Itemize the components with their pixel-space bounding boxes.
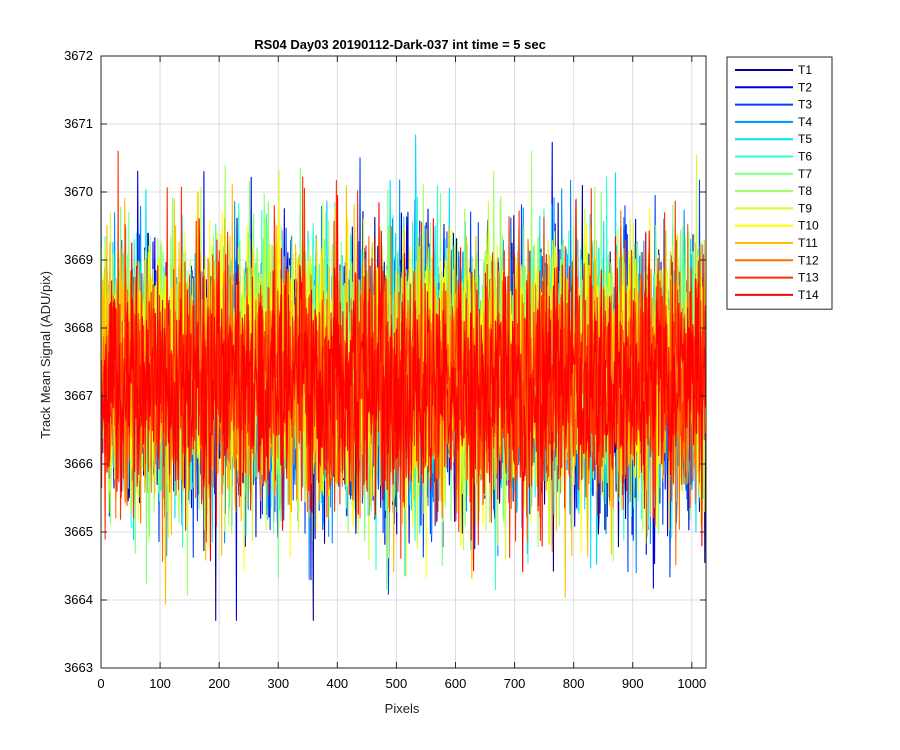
- x-tick-label: 500: [386, 676, 408, 691]
- x-tick-label: 900: [622, 676, 644, 691]
- x-tick-label: 300: [267, 676, 289, 691]
- legend-label-t2: T2: [798, 80, 812, 94]
- x-tick-label: 100: [149, 676, 171, 691]
- y-tick-label: 3667: [64, 388, 93, 403]
- chart-title: RS04 Day03 20190112-Dark-037 int time = …: [254, 37, 546, 52]
- y-tick-label: 3672: [64, 48, 93, 63]
- x-tick-label: 1000: [677, 676, 706, 691]
- x-axis-label: Pixels: [385, 701, 420, 716]
- y-tick-label: 3666: [64, 456, 93, 471]
- x-tick-label: 800: [563, 676, 585, 691]
- axes-box: [100, 55, 707, 669]
- legend-label-t13: T13: [798, 271, 819, 285]
- x-tick-label: 600: [445, 676, 467, 691]
- legend-label-t5: T5: [798, 132, 812, 146]
- legend-label-t4: T4: [798, 115, 812, 129]
- legend-label-t12: T12: [798, 253, 819, 267]
- series-line-t14: [100, 195, 707, 573]
- legend-label-t8: T8: [798, 184, 812, 198]
- y-axis-label: Track Mean Signal (ADU/pix): [38, 271, 53, 439]
- x-tick-label: 200: [208, 676, 230, 691]
- y-tick-label: 3670: [64, 184, 93, 199]
- y-tick-label: 3664: [64, 592, 93, 607]
- legend-label-t1: T1: [798, 63, 812, 77]
- legend-label-t11: T11: [798, 236, 818, 250]
- legend-label-t6: T6: [798, 150, 812, 164]
- legend-label-t9: T9: [798, 201, 812, 215]
- y-tick-label: 3663: [64, 660, 93, 675]
- x-tick-label: 0: [97, 676, 104, 691]
- x-tick-label: 700: [504, 676, 526, 691]
- axes: 0 100 200 300 400 500 600 700 800 900 1000 3663 3664…: [64, 48, 707, 691]
- legend-box: [726, 56, 833, 310]
- y-tick-label: 3668: [64, 320, 93, 335]
- y-tick-label: 3669: [64, 252, 93, 267]
- legend-label-t7: T7: [798, 167, 812, 181]
- y-tick-label: 3671: [64, 116, 93, 131]
- y-tick-label: 3665: [64, 524, 93, 539]
- legend-label-t3: T3: [798, 98, 812, 112]
- x-tick-label: 400: [326, 676, 348, 691]
- legend: T1 T2 T3 T4 T5 T6 T7 T8 T9 T10 T11 T12 T13 T14: [726, 56, 833, 310]
- legend-label-t10: T10: [798, 219, 819, 233]
- plot-area: [100, 134, 707, 621]
- legend-label-t14: T14: [798, 288, 819, 302]
